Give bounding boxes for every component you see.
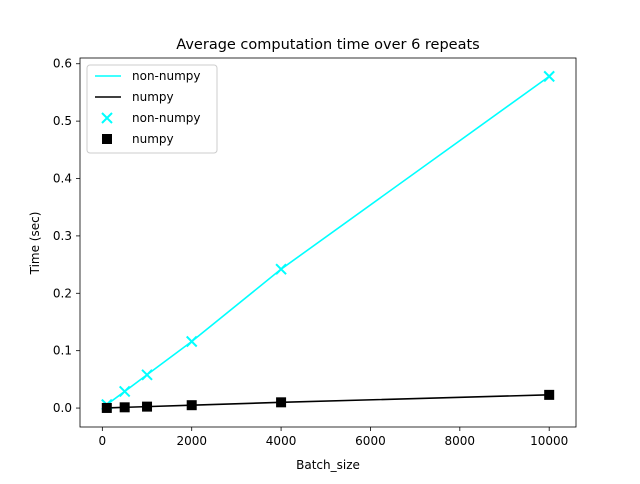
x-tick-label: 2000	[176, 434, 207, 448]
y-tick-label: 0.3	[53, 229, 72, 243]
chart-title: Average computation time over 6 repeats	[176, 37, 479, 53]
data-point-x-non-numpy-2	[141, 369, 153, 381]
legend-square-swatch-numpy	[102, 134, 112, 144]
data-point-square-numpy-0	[101, 402, 112, 413]
data-point-square-numpy-1	[119, 402, 130, 413]
y-tick-label: 0.1	[53, 344, 72, 358]
x-axis-label: Batch_size	[296, 458, 360, 472]
x-tick-label: 10000	[530, 434, 568, 448]
legend: non-numpy numpy non-numpy numpy	[86, 64, 218, 154]
legend-label: numpy	[132, 132, 174, 146]
data-point-x-non-numpy-4	[275, 263, 287, 275]
data-point-x-non-numpy-3	[186, 335, 198, 348]
legend-box	[86, 64, 218, 154]
y-tick-label: 0.0	[53, 401, 72, 415]
data-point-square-numpy-2	[142, 401, 153, 412]
x-tick-label: 8000	[445, 434, 476, 448]
x-tick-label: 6000	[355, 434, 386, 448]
data-point-x-non-numpy-1	[118, 385, 131, 398]
data-point-square-numpy-3	[186, 400, 197, 411]
y-tick-label: 0.4	[53, 172, 72, 186]
data-point-square-numpy-4	[276, 397, 287, 408]
legend-label: numpy	[132, 90, 174, 104]
data-point-x-non-numpy-5	[543, 70, 555, 83]
x-tick-label: 0	[99, 434, 107, 448]
x-tick-label: 4000	[266, 434, 297, 448]
axes-frame	[79, 57, 577, 428]
legend-x-swatch-non-numpy	[101, 112, 113, 124]
legend-label: non-numpy	[132, 69, 201, 83]
data-point-square-numpy-5	[544, 389, 555, 400]
legend-label: non-numpy	[132, 111, 201, 125]
y-tick-label: 0.6	[53, 57, 72, 71]
y-axis-label: Time (sec)	[28, 212, 42, 276]
plot-area: 0 2000 4000 6000 8000 10000 0.0 0.1 0.2 0.3 0.4 0.5…	[53, 57, 577, 448]
y-tick-label: 0.2	[53, 286, 72, 300]
y-tick-label: 0.5	[53, 114, 72, 128]
